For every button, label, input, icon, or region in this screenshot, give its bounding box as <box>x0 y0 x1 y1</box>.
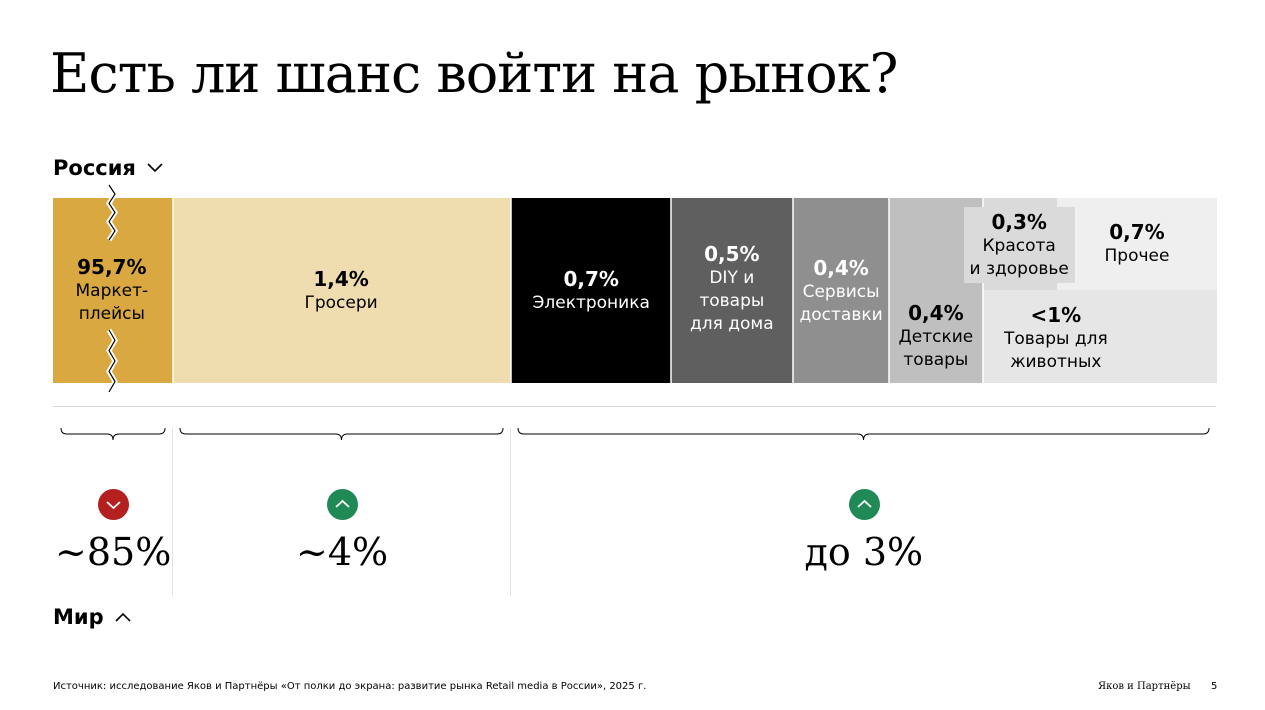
segment-value: 0,4% <box>908 301 964 325</box>
bar-segment <box>671 198 793 383</box>
segment-value: 0,4% <box>813 256 869 280</box>
segment-label: 0,4% Сервисы доставки <box>800 255 883 327</box>
group-brace <box>517 427 1210 441</box>
segment-label: 0,7% Электроника <box>533 266 650 315</box>
section-world-toggle[interactable]: Мир <box>53 605 132 629</box>
group-brace <box>179 427 504 441</box>
segment-label: 95,7% Маркет-плейсы <box>76 254 149 326</box>
segment-value: 0,5% <box>704 242 760 266</box>
segment-name: и здоровье <box>969 259 1069 279</box>
trend-up-icon <box>327 489 358 520</box>
bar-segment <box>511 198 671 383</box>
group-divider <box>510 428 511 596</box>
segment-label: 0,4% Детские товары <box>899 300 974 372</box>
trend-up-icon <box>849 489 880 520</box>
group-value: ~4% <box>296 530 389 574</box>
section-russia-toggle[interactable]: Россия <box>53 156 164 180</box>
segment-name: товары <box>903 350 969 370</box>
segment-name: плейсы <box>78 304 145 324</box>
footer-brand: Яков и Партнёры <box>1098 681 1191 692</box>
group-brace <box>60 427 166 441</box>
axis-break <box>108 329 116 393</box>
segment-value: 0,7% <box>1109 220 1165 244</box>
segment-name: Электроника <box>532 293 650 313</box>
segment-name: Гросери <box>304 293 378 313</box>
axis-break <box>108 184 116 241</box>
section-world-label: Мир <box>53 605 104 629</box>
segment-name: Сервисы <box>802 282 880 302</box>
section-russia-label: Россия <box>53 156 136 180</box>
chevron-down-icon <box>147 163 163 173</box>
segment-name: Красота <box>982 236 1056 256</box>
segment-name: DIY и <box>709 268 755 288</box>
segment-label: 0,7% Прочее <box>1105 219 1170 268</box>
segment-name: Детские <box>898 327 974 347</box>
bar-segment <box>173 198 511 383</box>
trend-down-icon <box>98 489 129 520</box>
segment-name: товары <box>699 291 765 311</box>
chart-divider <box>53 406 1216 407</box>
segment-name: Товары для <box>1004 329 1108 349</box>
group-value: до 3% <box>804 530 924 574</box>
segment-label: 0,3% Красота и здоровье <box>963 207 1075 283</box>
segment-name: Маркет- <box>75 281 149 301</box>
bar-segment <box>793 198 889 383</box>
segment-value: 95,7% <box>77 255 147 279</box>
segment-name: доставки <box>799 305 883 325</box>
segment-label: <1% Товары для животных <box>998 300 1114 376</box>
segment-name: животных <box>1010 352 1102 372</box>
segment-name: Прочее <box>1104 246 1170 266</box>
segment-value: <1% <box>1030 303 1082 327</box>
page-number: 5 <box>1211 681 1218 692</box>
segment-value: 0,7% <box>563 267 619 291</box>
segment-value: 1,4% <box>313 267 369 291</box>
segment-label: 0,5% DIY и товары для дома <box>690 241 774 336</box>
segment-value: 0,3% <box>991 210 1047 234</box>
group-divider <box>172 428 173 596</box>
page-title: Есть ли шанс войти на рынок? <box>50 42 898 105</box>
segment-label: 1,4% Гросери <box>305 266 378 315</box>
chevron-up-icon <box>115 612 131 622</box>
footer-source: Источник: исследование Яков и Партнёры «… <box>53 681 647 692</box>
segment-name: для дома <box>690 314 774 334</box>
group-value: ~85% <box>55 530 172 574</box>
